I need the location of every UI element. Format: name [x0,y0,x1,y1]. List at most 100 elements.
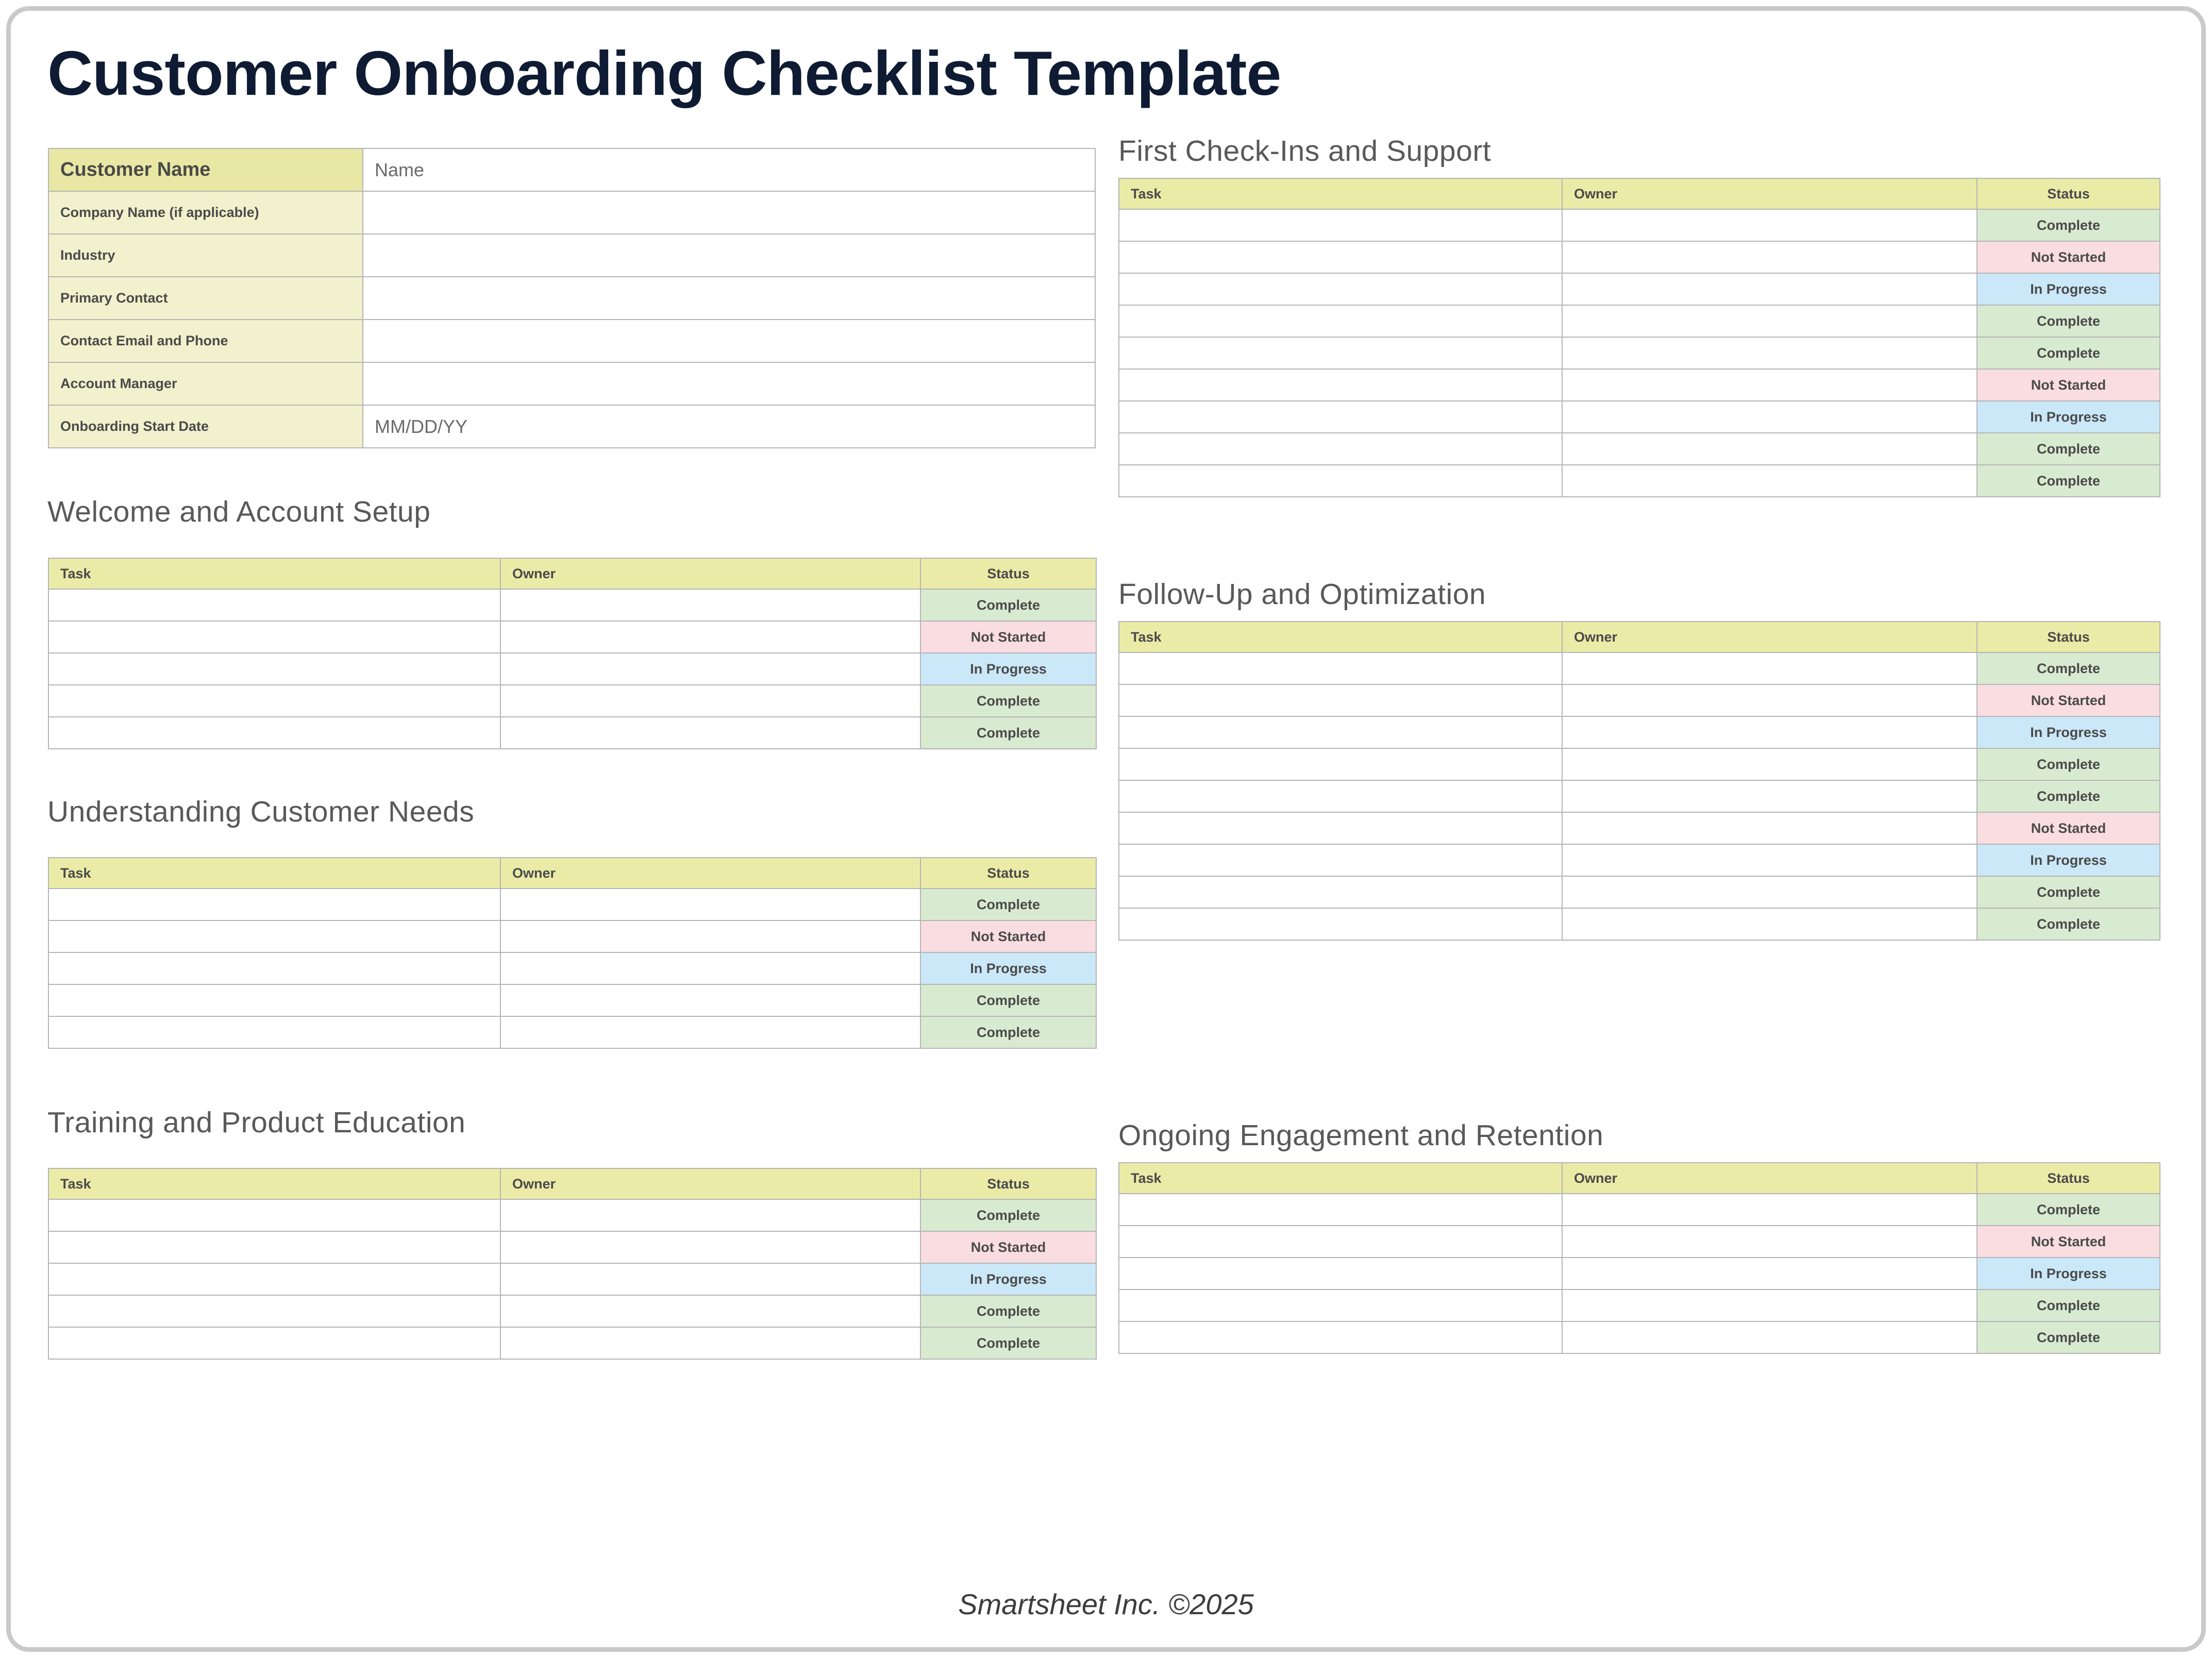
customer-info-value-field[interactable] [362,362,1096,406]
status-cell[interactable]: Complete [1976,652,2160,685]
task-cell[interactable] [48,684,501,717]
status-cell[interactable]: Not Started [1976,684,2160,717]
customer-info-value-field[interactable] [362,319,1096,363]
task-cell[interactable] [48,621,501,654]
task-cell[interactable] [48,952,501,985]
owner-cell[interactable] [500,652,921,685]
status-cell[interactable]: Not Started [920,1231,1097,1264]
task-cell[interactable] [48,1231,501,1264]
status-cell[interactable]: Complete [1976,1193,2160,1226]
owner-cell[interactable] [500,589,921,622]
status-cell[interactable]: Complete [920,888,1097,921]
status-cell[interactable]: Not Started [1976,1225,2160,1258]
owner-cell[interactable] [500,1295,921,1328]
task-cell[interactable] [1118,1193,1563,1226]
status-cell[interactable]: In Progress [1976,844,2160,877]
task-cell[interactable] [48,652,501,685]
owner-cell[interactable] [1562,464,1978,497]
task-cell[interactable] [1118,748,1563,781]
status-cell[interactable]: Not Started [1976,369,2160,401]
task-cell[interactable] [48,1016,501,1049]
status-cell[interactable]: Complete [920,716,1097,749]
task-cell[interactable] [48,1263,501,1296]
task-cell[interactable] [48,920,501,953]
owner-cell[interactable] [1562,844,1978,877]
status-cell[interactable]: Complete [920,984,1097,1017]
task-cell[interactable] [1118,305,1563,338]
task-cell[interactable] [1118,1321,1563,1354]
owner-cell[interactable] [1562,209,1978,242]
owner-cell[interactable] [1562,241,1978,274]
task-cell[interactable] [1118,273,1563,306]
status-cell[interactable]: Complete [920,1327,1097,1360]
owner-cell[interactable] [1562,1289,1978,1322]
customer-info-value-field[interactable] [362,191,1096,235]
owner-cell[interactable] [500,984,921,1017]
status-cell[interactable]: Complete [1976,1321,2160,1354]
task-cell[interactable] [1118,1225,1563,1258]
task-cell[interactable] [1118,1289,1563,1322]
owner-cell[interactable] [1562,1225,1978,1258]
owner-cell[interactable] [1562,716,1978,749]
task-cell[interactable] [1118,337,1563,370]
owner-cell[interactable] [500,1231,921,1264]
status-cell[interactable]: Complete [1976,305,2160,338]
owner-cell[interactable] [1562,400,1978,433]
task-cell[interactable] [1118,464,1563,497]
status-cell[interactable]: Complete [1976,432,2160,465]
owner-cell[interactable] [500,684,921,717]
status-cell[interactable]: Not Started [1976,241,2160,274]
task-cell[interactable] [1118,209,1563,242]
task-cell[interactable] [48,888,501,921]
status-cell[interactable]: Complete [920,1016,1097,1049]
status-cell[interactable]: In Progress [920,1263,1097,1296]
status-cell[interactable]: In Progress [1976,400,2160,433]
task-cell[interactable] [1118,780,1563,813]
task-cell[interactable] [1118,1257,1563,1290]
owner-cell[interactable] [1562,1321,1978,1354]
task-cell[interactable] [1118,652,1563,685]
customer-info-value-field[interactable]: MM/DD/YY [362,405,1096,448]
owner-cell[interactable] [1562,432,1978,465]
customer-info-value-field[interactable] [362,276,1096,320]
owner-cell[interactable] [1562,1257,1978,1290]
owner-cell[interactable] [500,1016,921,1049]
status-cell[interactable]: Not Started [920,920,1097,953]
status-cell[interactable]: Complete [1976,1289,2160,1322]
task-cell[interactable] [1118,241,1563,274]
status-cell[interactable]: Complete [920,589,1097,622]
owner-cell[interactable] [1562,273,1978,306]
status-cell[interactable]: In Progress [1976,273,2160,306]
owner-cell[interactable] [500,952,921,985]
task-cell[interactable] [1118,844,1563,877]
status-cell[interactable]: Complete [920,684,1097,717]
owner-cell[interactable] [1562,748,1978,781]
status-cell[interactable]: Complete [1976,748,2160,781]
owner-cell[interactable] [1562,652,1978,685]
task-cell[interactable] [48,984,501,1017]
task-cell[interactable] [48,716,501,749]
status-cell[interactable]: Not Started [920,621,1097,654]
task-cell[interactable] [48,1199,501,1232]
owner-cell[interactable] [1562,876,1978,909]
owner-cell[interactable] [500,1327,921,1360]
task-cell[interactable] [1118,684,1563,717]
status-cell[interactable]: Complete [1976,209,2160,242]
status-cell[interactable]: In Progress [1976,1257,2160,1290]
task-cell[interactable] [1118,908,1563,941]
customer-info-value-field[interactable] [362,233,1096,277]
owner-cell[interactable] [1562,369,1978,401]
task-cell[interactable] [48,1295,501,1328]
status-cell[interactable]: Complete [920,1295,1097,1328]
status-cell[interactable]: In Progress [920,952,1097,985]
status-cell[interactable]: Complete [1976,780,2160,813]
owner-cell[interactable] [1562,908,1978,941]
owner-cell[interactable] [500,621,921,654]
owner-cell[interactable] [1562,1193,1978,1226]
owner-cell[interactable] [1562,305,1978,338]
status-cell[interactable]: Not Started [1976,812,2160,845]
task-cell[interactable] [1118,432,1563,465]
owner-cell[interactable] [1562,812,1978,845]
status-cell[interactable]: Complete [1976,876,2160,909]
task-cell[interactable] [1118,716,1563,749]
